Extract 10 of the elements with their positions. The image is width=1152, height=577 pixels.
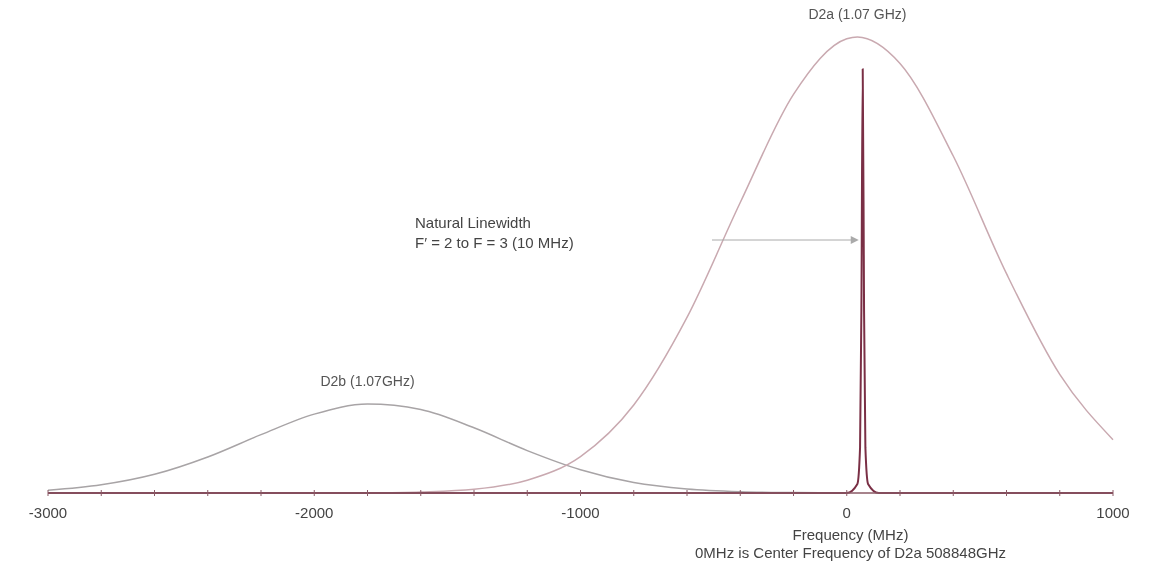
annotation: Natural Linewidth F′ = 2 to F = 3 (10 MHz) [415, 214, 574, 251]
x-tick-label: -1000 [561, 504, 600, 521]
x-tick-label: 1000 [1096, 504, 1130, 521]
x-axis-title: Frequency (MHz) [792, 526, 909, 543]
series-label: D2a (1.07 GHz) [808, 6, 907, 22]
x-tick-label: -2000 [295, 504, 334, 521]
x-tick-label: -3000 [28, 504, 68, 521]
series-label: D2b (1.07GHz) [320, 373, 415, 390]
x-tick-label: 0 [842, 504, 851, 521]
text: 0MHz is Center Frequency of D2a 508848GHz [695, 544, 1006, 561]
